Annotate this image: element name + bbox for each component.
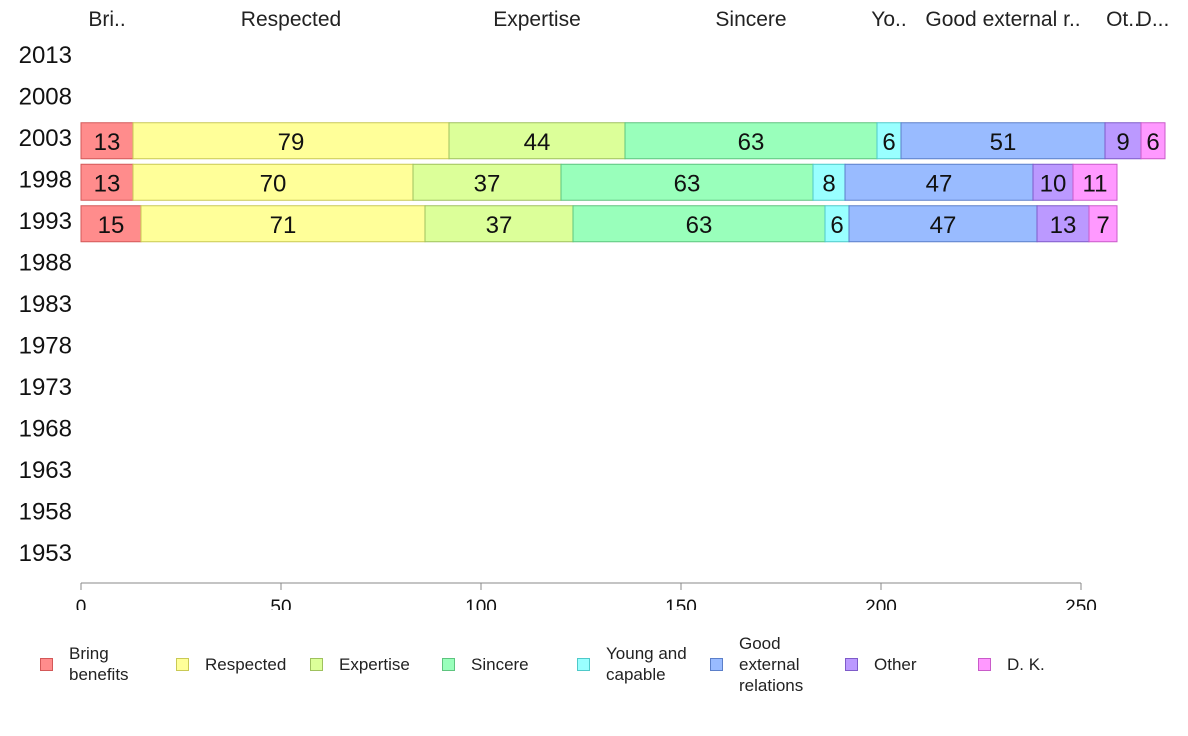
- legend-label-line: Respected: [205, 654, 286, 675]
- chart-legend: Bring benefits Respected Expertise Sincere Yo…: [0, 630, 1188, 710]
- legend-label-line: external: [739, 654, 803, 675]
- column-header-label: Respected: [241, 8, 341, 31]
- legend-label: Young and capable: [606, 643, 687, 685]
- bar-value-label: 71: [270, 212, 297, 239]
- legend-label: Sincere: [471, 654, 529, 675]
- legend-item: Respected: [176, 654, 286, 675]
- legend-label: Expertise: [339, 654, 410, 675]
- legend-swatch: [40, 658, 53, 671]
- bar-value-label: 44: [524, 129, 551, 156]
- legend-label-line: Expertise: [339, 654, 410, 675]
- column-header-label: Ot..: [1106, 8, 1140, 31]
- bar-value-label: 51: [990, 129, 1017, 156]
- x-tick-label: 50: [270, 597, 291, 610]
- year-tick-label: 1998: [19, 166, 72, 193]
- legend-item: Bring benefits: [40, 643, 129, 685]
- legend-label-line: benefits: [69, 664, 129, 685]
- column-header-label: Good external r..: [925, 8, 1080, 31]
- legend-item: Young and capable: [577, 643, 687, 685]
- legend-label: Other: [874, 654, 917, 675]
- year-tick-label: 1993: [19, 208, 72, 235]
- column-header-label: Sincere: [715, 8, 786, 31]
- year-tick-label: 1953: [19, 540, 72, 567]
- bar-value-label: 47: [926, 170, 953, 197]
- bar-value-label: 63: [686, 212, 713, 239]
- bar-value-label: 13: [94, 170, 121, 197]
- bar-value-label: 63: [738, 129, 765, 156]
- legend-label-line: Bring: [69, 643, 129, 664]
- year-tick-label: 2013: [19, 42, 72, 69]
- bar-value-label: 70: [260, 170, 287, 197]
- column-header-label: Expertise: [493, 8, 581, 31]
- legend-swatch: [978, 658, 991, 671]
- legend-label: Respected: [205, 654, 286, 675]
- bar-value-label: 13: [94, 129, 121, 156]
- bar-value-label: 63: [674, 170, 701, 197]
- legend-swatch: [710, 658, 723, 671]
- year-tick-label: 2003: [19, 125, 72, 152]
- year-tick-label: 1968: [19, 415, 72, 442]
- bar-value-label: 15: [98, 212, 125, 239]
- year-tick-label: 2008: [19, 83, 72, 110]
- legend-swatch: [310, 658, 323, 671]
- legend-swatch: [845, 658, 858, 671]
- bar-value-label: 10: [1040, 170, 1067, 197]
- bar-value-label: 11: [1083, 170, 1108, 197]
- x-tick-label: 100: [465, 597, 497, 610]
- x-tick-label: 150: [665, 597, 697, 610]
- legend-item: D. K.: [978, 654, 1045, 675]
- bar-value-label: 79: [278, 129, 305, 156]
- bar-value-label: 37: [474, 170, 501, 197]
- x-tick-label: 250: [1065, 597, 1097, 610]
- column-header-label: D...: [1137, 8, 1170, 31]
- legend-item: Other: [845, 654, 917, 675]
- legend-swatch: [577, 658, 590, 671]
- legend-swatch: [442, 658, 455, 671]
- column-header-label: Bri..: [88, 8, 125, 31]
- legend-label-line: Other: [874, 654, 917, 675]
- bar-value-label: 8: [822, 170, 835, 197]
- bar-value-label: 6: [1146, 129, 1159, 156]
- year-tick-label: 1978: [19, 332, 72, 359]
- bar-value-label: 6: [882, 129, 895, 156]
- stacked-bar-chart: Bri.. Respected Expertise Sincere Yo.. Good e…: [0, 0, 1188, 610]
- legend-item: Expertise: [310, 654, 410, 675]
- year-tick-label: 1958: [19, 498, 72, 525]
- x-tick-label: 0: [76, 597, 87, 610]
- year-tick-label: 1963: [19, 457, 72, 484]
- legend-label: D. K.: [1007, 654, 1045, 675]
- x-tick-label: 200: [865, 597, 897, 610]
- bar-value-label: 6: [830, 212, 843, 239]
- legend-swatch: [176, 658, 189, 671]
- bar-value-label: 37: [486, 212, 513, 239]
- year-tick-label: 1983: [19, 291, 72, 318]
- legend-item: Sincere: [442, 654, 529, 675]
- column-header-label: Yo..: [871, 8, 906, 31]
- bar-value-label: 7: [1096, 212, 1109, 239]
- year-tick-label: 1973: [19, 374, 72, 401]
- legend-label-line: relations: [739, 675, 803, 696]
- legend-label-line: Young and: [606, 643, 687, 664]
- legend-label-line: capable: [606, 664, 687, 685]
- legend-label-line: Sincere: [471, 654, 529, 675]
- legend-item: Good external relations: [710, 633, 803, 696]
- bar-value-label: 47: [930, 212, 957, 239]
- legend-label: Good external relations: [739, 633, 803, 696]
- legend-label-line: D. K.: [1007, 654, 1045, 675]
- year-tick-label: 1988: [19, 249, 72, 276]
- bar-value-label: 13: [1050, 212, 1077, 239]
- bar-value-label: 9: [1116, 129, 1129, 156]
- legend-label: Bring benefits: [69, 643, 129, 685]
- legend-label-line: Good: [739, 633, 803, 654]
